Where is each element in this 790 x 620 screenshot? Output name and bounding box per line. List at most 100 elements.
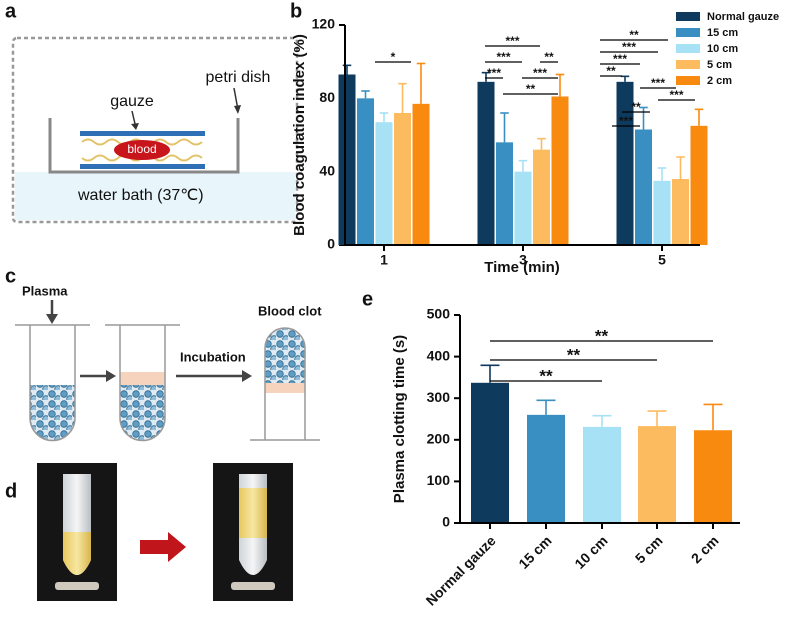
blood: [114, 140, 170, 160]
significance-label: **: [606, 64, 616, 78]
bar: [477, 81, 495, 245]
significance-label: ***: [622, 40, 636, 54]
legend-swatch: [676, 60, 700, 69]
y-tick-label: 120: [312, 16, 336, 32]
bar: [690, 125, 708, 245]
y-tick-label: 500: [427, 306, 451, 322]
legend-label: Normal gauze: [707, 11, 779, 23]
x-tick-label: Normal gauze: [423, 532, 499, 608]
arrow: [140, 532, 186, 562]
significance-label: **: [567, 345, 581, 364]
bar: [394, 113, 411, 245]
tube: [264, 327, 306, 440]
tube: [29, 325, 76, 442]
plasma: [63, 532, 91, 575]
significance-label: **: [544, 50, 554, 64]
bar: [583, 426, 621, 523]
arrow-head: [131, 123, 139, 130]
water-bath-label: water bath (37℃): [77, 187, 204, 204]
diagram-d: [37, 463, 293, 601]
legend-label: 2 cm: [707, 75, 732, 87]
x-tick-label: 3: [519, 252, 527, 268]
significance-label: ***: [651, 76, 665, 90]
significance-label: **: [631, 100, 641, 114]
gauze-layer: [80, 164, 205, 169]
x-tick-label: 2 cm: [688, 532, 722, 566]
bar: [527, 414, 565, 523]
significance-label: ***: [533, 66, 547, 80]
significance-label: *: [391, 50, 396, 64]
panel-label: b: [290, 0, 302, 22]
bar: [694, 430, 732, 523]
bar: [672, 179, 689, 245]
y-tick-label: 200: [427, 431, 451, 447]
significance-label: **: [629, 28, 639, 42]
x-tick-label: 5: [658, 252, 666, 268]
bar: [375, 122, 393, 245]
y-axis-label: Plasma clotting time (s): [391, 335, 408, 503]
y-tick-label: 0: [442, 514, 450, 530]
bar: [471, 382, 509, 523]
significance-label: ***: [669, 88, 683, 102]
bar: [533, 149, 550, 245]
beads: [265, 328, 305, 385]
bar: [551, 96, 569, 245]
arrow-head: [242, 370, 252, 382]
panel-label: e: [362, 288, 373, 310]
bar: [638, 426, 676, 523]
diagram-c: Plasma Incubation Blood clot: [15, 283, 322, 442]
bar: [496, 142, 513, 245]
legend-swatch: [676, 28, 700, 37]
frame: [11, 36, 299, 224]
significance-label: ***: [613, 52, 627, 66]
bar: [635, 129, 652, 245]
legend-label: 5 cm: [707, 59, 732, 71]
x-tick-label: 10 cm: [571, 532, 610, 571]
significance-label: ***: [505, 34, 519, 48]
significance-label: ***: [619, 114, 633, 128]
x-tick-label: 15 cm: [515, 532, 554, 571]
bar: [653, 180, 671, 245]
significance-label: **: [526, 82, 536, 96]
bar: [616, 81, 634, 245]
y-tick-label: 40: [319, 162, 335, 178]
arrow-head: [46, 314, 58, 324]
legend-label: 10 cm: [707, 43, 738, 55]
panel-label: d: [5, 480, 17, 502]
legend-label: 15 cm: [707, 27, 738, 39]
plasma: [120, 372, 165, 385]
beads: [120, 385, 165, 441]
incubation-label: Incubation: [180, 349, 246, 364]
gauze-layer: [80, 131, 205, 136]
legend-swatch: [676, 12, 700, 21]
x-tick-label: 5 cm: [632, 532, 666, 566]
petri-dish: [48, 118, 240, 174]
base: [55, 582, 99, 590]
y-tick-label: 300: [427, 389, 451, 405]
bar: [412, 103, 430, 245]
petri-dish-label: petri dish: [206, 69, 271, 86]
y-tick-label: 0: [327, 236, 335, 252]
significance-label: ***: [487, 66, 501, 80]
arrow-head: [234, 105, 241, 114]
x-axis-label: Time (min): [484, 259, 560, 276]
blood-clot-label: Blood clot: [258, 303, 322, 318]
tube: [119, 325, 166, 442]
plasma-label: Plasma: [22, 283, 68, 298]
legend-swatch: [676, 76, 700, 85]
clot: [239, 488, 267, 538]
beads: [30, 385, 75, 441]
bar: [357, 98, 374, 245]
clot: [265, 383, 305, 393]
y-tick-label: 80: [319, 89, 335, 105]
water-bath: [15, 172, 295, 220]
significance-label: **: [539, 366, 553, 385]
significance-label: **: [595, 326, 609, 345]
legend-swatch: [676, 44, 700, 53]
base: [231, 582, 275, 590]
x-tick-label: 1: [380, 252, 388, 268]
y-tick-label: 400: [427, 347, 451, 363]
panel-label: a: [5, 0, 17, 22]
blood-label: blood: [127, 142, 156, 156]
